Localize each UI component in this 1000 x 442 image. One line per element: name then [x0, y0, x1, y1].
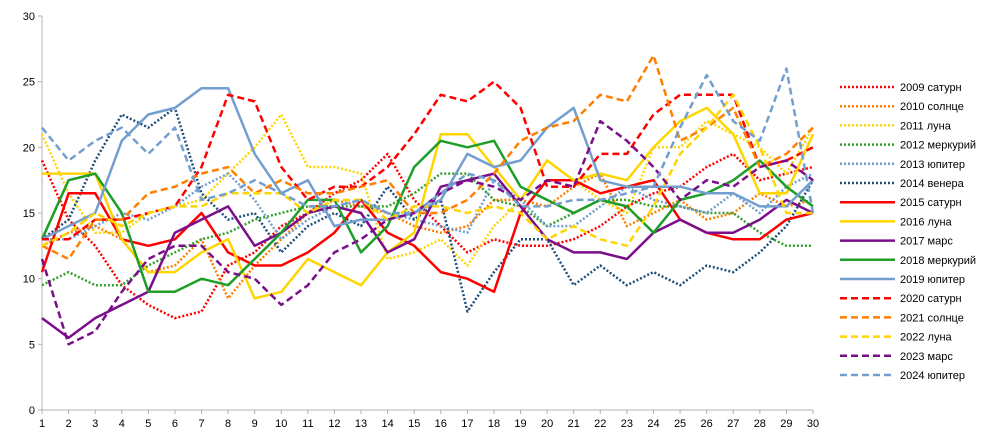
y-tick-label: 25: [23, 77, 35, 89]
legend-label: 2010 солнце: [900, 101, 964, 113]
x-tick-label: 24: [647, 418, 659, 430]
x-tick-label: 17: [461, 418, 473, 430]
legend-label: 2011 луна: [900, 120, 952, 132]
legend-label: 2018 меркурий: [900, 255, 976, 267]
legend-label: 2014 венера: [900, 178, 965, 190]
x-tick-label: 26: [701, 418, 713, 430]
legend-label: 2021 солнце: [900, 312, 964, 324]
legend-label: 2019 юпитер: [900, 274, 965, 286]
y-tick-label: 15: [23, 208, 35, 220]
legend: 2009 сатурн 2010 солнце 2011 луна 2012 мерк…: [840, 82, 976, 382]
legend-label: 2023 марс: [900, 351, 953, 363]
x-tick-label: 23: [621, 418, 633, 430]
legend-label: 2012 меркурий: [900, 140, 976, 152]
y-tick-label: 10: [23, 274, 35, 286]
x-tick-label: 19: [514, 418, 526, 430]
series-line-2: [41, 172, 814, 300]
legend-label: 2024 юпитер: [900, 370, 965, 382]
x-tick-label: 7: [198, 418, 204, 430]
x-tick-label: 25: [674, 418, 686, 430]
series-line-6: [41, 106, 815, 313]
x-tick-label: 16: [435, 418, 447, 430]
x-tick-label: 1: [39, 418, 45, 430]
x-tick-label: 2: [66, 418, 72, 430]
series-line-10: [40, 139, 814, 294]
x-tick-label: 28: [754, 418, 766, 430]
x-tick-label: 12: [328, 418, 340, 430]
x-tick-label: 11: [302, 418, 313, 430]
x-tick-label: 5: [145, 418, 151, 430]
series-line-8: [42, 106, 815, 300]
legend-label: 2015 сатурн: [900, 197, 962, 209]
legend-label: 2013 юпитер: [900, 159, 965, 171]
x-tick-label: 8: [225, 418, 231, 430]
series-line-14: [41, 93, 813, 248]
legend-label: 2017 марс: [900, 236, 953, 248]
legend-label: 2022 луна: [900, 332, 953, 344]
y-tick-label: 0: [29, 405, 35, 417]
legend-label: 2016 луна: [900, 216, 953, 228]
x-tick-label: 13: [355, 418, 367, 430]
series-line-3: [40, 113, 815, 267]
series-line-13: [41, 54, 814, 261]
x-tick-label: 20: [541, 418, 553, 430]
x-tick-label: 3: [92, 418, 98, 430]
x-tick-label: 9: [252, 418, 258, 430]
series-lines: [40, 54, 815, 346]
x-tick-label: 18: [488, 418, 500, 430]
series-line-9: [41, 172, 814, 340]
series-line-15: [40, 119, 814, 346]
legend-label: 2020 сатурн: [900, 293, 962, 305]
legend-label: 2009 сатурн: [900, 82, 962, 94]
series-line-16: [41, 67, 815, 215]
y-tick-label: 20: [23, 142, 35, 154]
x-tick-label: 22: [594, 418, 606, 430]
x-tick-label: 4: [119, 418, 125, 430]
x-tick-label: 15: [408, 418, 420, 430]
y-tick-label: 30: [23, 11, 35, 23]
x-tick-label: 6: [172, 418, 178, 430]
x-tick-label: 14: [381, 418, 393, 430]
x-tick-label: 27: [727, 418, 739, 430]
x-tick-label: 21: [568, 418, 580, 430]
x-tick-label: 10: [275, 418, 287, 430]
y-tick-label: 5: [29, 339, 35, 351]
x-tick-label: 30: [807, 418, 819, 430]
x-tick-label: 29: [780, 418, 792, 430]
series-line-5: [42, 172, 814, 241]
